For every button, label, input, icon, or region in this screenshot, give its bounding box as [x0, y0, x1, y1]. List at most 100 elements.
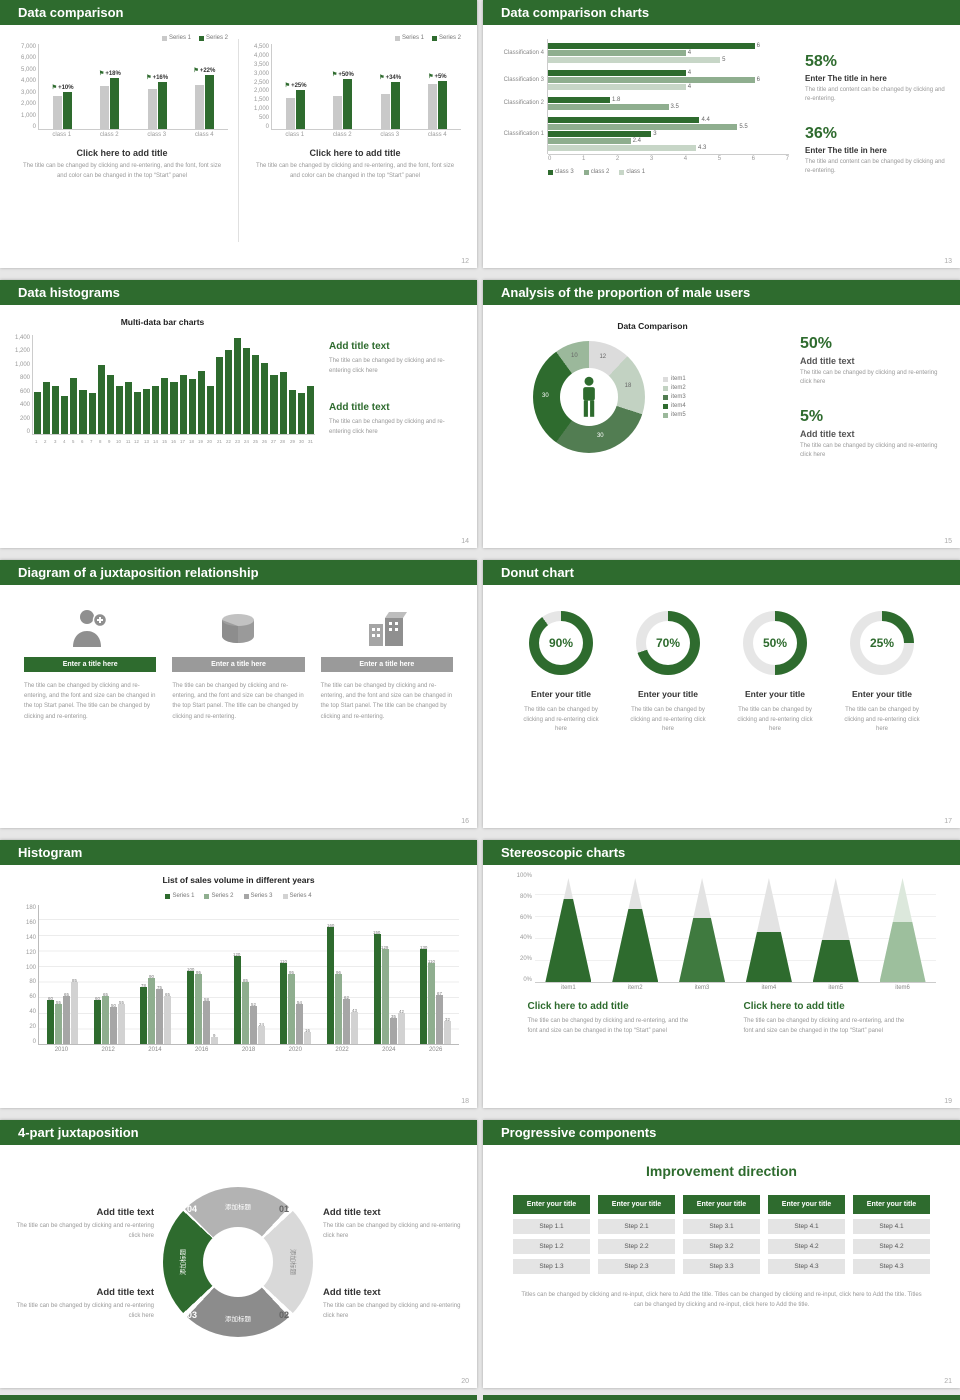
- row-label: Classification 4: [503, 49, 544, 56]
- bar-value: 4: [687, 83, 692, 90]
- x-tick: class 2: [99, 132, 119, 138]
- segment-value: 18: [624, 382, 632, 389]
- column-header-button[interactable]: Enter your title: [768, 1195, 845, 1214]
- segment-value: 30: [542, 393, 549, 399]
- footer-note: Titles can be changed by clicking and re…: [521, 1292, 922, 1309]
- bar: [297, 392, 305, 434]
- tiny-text: 130: [420, 944, 428, 950]
- x-tick: class 4: [427, 132, 447, 138]
- bar: [70, 377, 78, 434]
- cone-label: item5: [828, 985, 844, 991]
- growth-value: +22%: [199, 68, 216, 74]
- y-tick: 3,000: [253, 70, 269, 77]
- legend-swatch: [431, 35, 437, 41]
- block-title: Add title text: [329, 341, 390, 352]
- stat-value: 58%: [805, 53, 838, 70]
- donut-row: 12 18 30 30 10 item1 item2 item3 item4 item5: [505, 341, 800, 453]
- tiny-text: 55: [118, 999, 124, 1005]
- tiny-text: 25: [253, 439, 259, 444]
- legend-label: Series 1: [168, 35, 191, 41]
- tiny-text: 110: [280, 959, 288, 965]
- bar-group: 60 55 65 85: [39, 976, 86, 1044]
- tiny-text: 75: [157, 985, 163, 991]
- bar-chart: 1,400 1,200 1,000 800 600 400 200 0: [10, 335, 315, 435]
- cone-chart: 100% 80% 60% 40% 20% 0% item1 item2 item3 item4 it…: [507, 873, 936, 991]
- bar: [390, 82, 400, 129]
- tiny-text: 32: [445, 1016, 451, 1022]
- column-header-button[interactable]: Enter your title: [513, 1195, 590, 1214]
- legend-item: item2: [663, 385, 686, 391]
- bar-wrap: 67: [436, 989, 444, 1044]
- bar-value: 4: [687, 49, 692, 56]
- y-tick: 4,500: [253, 44, 269, 50]
- slide-14-data-histograms[interactable]: Data histograms Multi-data bar charts 1,4…: [0, 280, 477, 548]
- slide-18-histogram[interactable]: Histogram List of sales volume in differ…: [0, 840, 477, 1108]
- block-title: Click here to add title: [743, 1001, 845, 1012]
- y-tick: 1,500: [253, 97, 269, 104]
- slide-21-progressive-components[interactable]: Progressive components Improvement direc…: [483, 1120, 960, 1388]
- column-header-button[interactable]: Enter your title: [683, 1195, 760, 1214]
- cone-fill: [679, 917, 726, 982]
- bar-wrap: 150: [373, 928, 381, 1044]
- bar: [286, 98, 296, 129]
- bar-wrap: 65: [164, 990, 172, 1044]
- tiny-label: 120: [230, 950, 243, 957]
- bar: [106, 375, 114, 434]
- bar-line: 4: [548, 49, 789, 56]
- bar-line: 4.3: [548, 144, 789, 151]
- gauge-title: Enter your title: [638, 689, 698, 699]
- slide-title: Stereoscopic charts: [501, 845, 626, 860]
- legend-label: item3: [671, 394, 686, 400]
- tiny-text: 67: [437, 991, 443, 997]
- slide-19-stereoscopic-charts[interactable]: Stereoscopic charts 100% 80% 60% 40% 20% 0% it…: [483, 840, 960, 1108]
- x-tick: 2026: [428, 1047, 443, 1053]
- tiny-label: 24: [257, 1020, 266, 1027]
- column-header-button[interactable]: Enter your title: [853, 1195, 930, 1214]
- ring-segment-label: 添加标题: [225, 1316, 251, 1323]
- bar: [54, 1003, 62, 1044]
- stat-block: 5% Add title text The title can be chang…: [800, 408, 948, 461]
- legend-item: Series 3: [243, 893, 273, 899]
- section-heading: Improvement direction: [646, 1163, 797, 1179]
- tiny-label: 42: [397, 1007, 406, 1014]
- bar-wrap: 9: [210, 1031, 218, 1044]
- bar: [548, 103, 669, 110]
- slide-title: Data comparison charts: [501, 5, 650, 20]
- text-block: Add title text The title can be changed …: [329, 341, 463, 376]
- bar-wrap: 43: [350, 1006, 358, 1044]
- bar-wrap: 62: [342, 993, 350, 1044]
- bar-wrap: 16: [304, 1026, 312, 1044]
- slide-17-donut-chart[interactable]: Donut chart 90% Enter your title The title…: [483, 560, 960, 828]
- cone-fill: [745, 932, 792, 982]
- slide-20-four-part-juxtaposition[interactable]: 4-part juxtaposition 添加标题 添加标题 添加标题 添加标题…: [0, 1120, 477, 1388]
- bar-group: ⚑ +18%: [86, 71, 133, 129]
- gauge-body: The title can be changed by clicking and…: [737, 707, 813, 733]
- ring-segment-label: 添加标题: [180, 1249, 187, 1275]
- tiny-label: 4: [62, 437, 66, 446]
- slide-title: Data comparison: [18, 5, 124, 20]
- growth-value: +16%: [152, 74, 169, 81]
- legend-swatch: [243, 893, 249, 899]
- bar: [548, 69, 686, 76]
- legend-item: Series 2: [431, 35, 461, 41]
- legend-label: item1: [671, 376, 686, 382]
- bars: [53, 92, 73, 129]
- icon-area: [172, 605, 304, 651]
- flag-icon: ⚑: [428, 74, 434, 81]
- bar: [288, 390, 296, 434]
- y-tick: 40: [29, 1009, 36, 1016]
- ring-segment-number: 01: [278, 1204, 289, 1214]
- growth-label: ⚑ +16%: [146, 75, 168, 81]
- column-header-button[interactable]: Enter your title: [598, 1195, 675, 1214]
- slide-16-juxtaposition-diagram[interactable]: Diagram of a juxtaposition relationship …: [0, 560, 477, 828]
- slide-12-data-comparison[interactable]: Data comparison Series 1 Series 2 7,000 6,0…: [0, 0, 477, 268]
- x-tick: 2020: [288, 1047, 302, 1053]
- block-title: Click here to add title: [527, 1001, 629, 1012]
- slide-15-male-users-analysis[interactable]: Analysis of the proportion of male users…: [483, 280, 960, 548]
- bars: [286, 90, 306, 129]
- tiny-text: 19: [198, 439, 204, 444]
- legend-item: Series 2: [204, 893, 234, 899]
- legend-item: Series 1: [394, 35, 424, 41]
- donut-hole: [560, 368, 618, 426]
